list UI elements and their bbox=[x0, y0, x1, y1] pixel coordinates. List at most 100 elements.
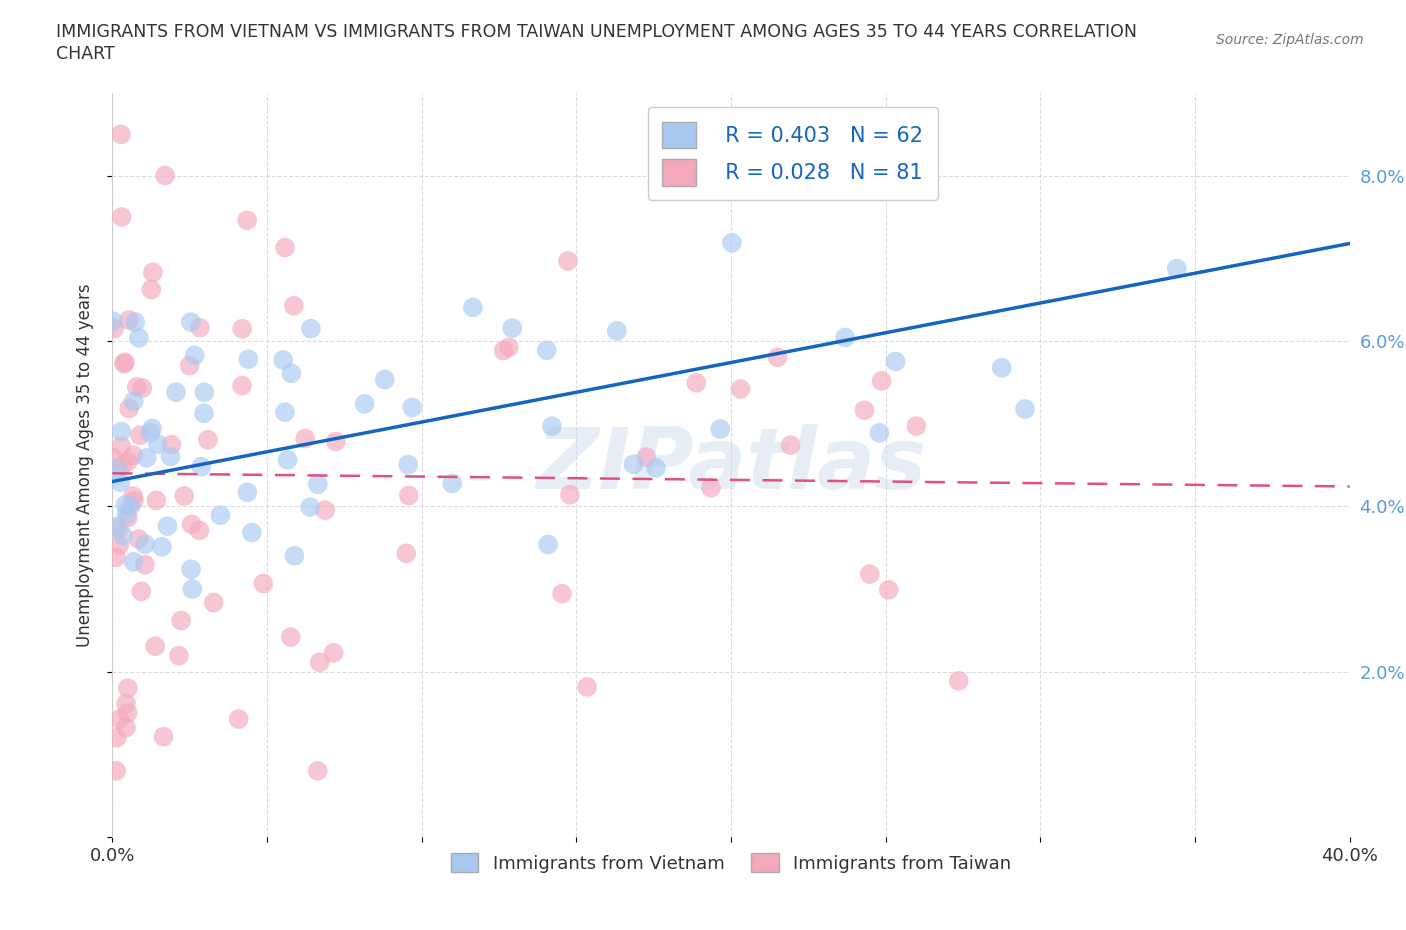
Point bbox=[236, 213, 259, 228]
Point bbox=[853, 403, 876, 418]
Point bbox=[905, 418, 928, 433]
Point bbox=[139, 425, 162, 440]
Point bbox=[283, 549, 305, 564]
Point bbox=[142, 265, 165, 280]
Point bbox=[636, 449, 658, 464]
Point bbox=[146, 437, 169, 452]
Point bbox=[1014, 402, 1036, 417]
Text: ZIPatlas: ZIPatlas bbox=[536, 423, 927, 507]
Point bbox=[252, 576, 274, 591]
Point bbox=[228, 711, 250, 726]
Point bbox=[104, 519, 127, 534]
Point bbox=[374, 372, 396, 387]
Point bbox=[112, 528, 135, 543]
Point bbox=[299, 321, 322, 336]
Point bbox=[141, 421, 163, 436]
Point bbox=[159, 449, 181, 464]
Point bbox=[231, 322, 253, 337]
Point bbox=[145, 493, 167, 508]
Point bbox=[167, 648, 190, 663]
Point bbox=[536, 343, 558, 358]
Point bbox=[280, 630, 302, 644]
Point bbox=[870, 374, 893, 389]
Point bbox=[461, 300, 484, 315]
Point bbox=[104, 550, 127, 565]
Point bbox=[308, 655, 330, 670]
Point bbox=[110, 475, 132, 490]
Point bbox=[238, 352, 260, 366]
Point bbox=[188, 320, 211, 335]
Y-axis label: Unemployment Among Ages 35 to 44 years: Unemployment Among Ages 35 to 44 years bbox=[76, 284, 94, 646]
Point bbox=[179, 358, 201, 373]
Point bbox=[558, 487, 581, 502]
Point bbox=[307, 477, 329, 492]
Point bbox=[501, 321, 523, 336]
Point bbox=[779, 438, 801, 453]
Point bbox=[170, 613, 193, 628]
Point bbox=[122, 554, 145, 569]
Point bbox=[117, 706, 139, 721]
Point bbox=[122, 493, 145, 508]
Point bbox=[111, 209, 134, 224]
Point bbox=[274, 240, 297, 255]
Point bbox=[129, 584, 152, 599]
Point bbox=[112, 356, 135, 371]
Point bbox=[240, 525, 263, 540]
Point bbox=[115, 507, 138, 522]
Point bbox=[492, 343, 515, 358]
Point bbox=[299, 499, 322, 514]
Point bbox=[283, 299, 305, 313]
Point bbox=[576, 680, 599, 695]
Point bbox=[193, 385, 215, 400]
Point bbox=[180, 562, 202, 577]
Point bbox=[173, 488, 195, 503]
Point bbox=[143, 639, 166, 654]
Point bbox=[730, 381, 752, 396]
Point bbox=[277, 453, 299, 468]
Point bbox=[156, 519, 179, 534]
Point bbox=[108, 521, 131, 536]
Point bbox=[834, 330, 856, 345]
Point bbox=[105, 730, 128, 745]
Point bbox=[110, 424, 132, 439]
Point bbox=[105, 764, 128, 778]
Point bbox=[131, 380, 153, 395]
Point bbox=[398, 488, 420, 503]
Point bbox=[160, 437, 183, 452]
Point bbox=[128, 532, 150, 547]
Legend: Immigrants from Vietnam, Immigrants from Taiwan: Immigrants from Vietnam, Immigrants from… bbox=[444, 846, 1018, 880]
Text: Source: ZipAtlas.com: Source: ZipAtlas.com bbox=[1216, 33, 1364, 46]
Point bbox=[991, 360, 1014, 375]
Point bbox=[322, 645, 344, 660]
Point bbox=[135, 450, 157, 465]
Point bbox=[122, 488, 145, 503]
Point bbox=[150, 539, 173, 554]
Point bbox=[1166, 261, 1188, 276]
Point bbox=[236, 485, 259, 499]
Point bbox=[108, 538, 131, 552]
Point bbox=[103, 321, 125, 336]
Point bbox=[114, 498, 136, 512]
Point bbox=[188, 523, 211, 538]
Point bbox=[868, 425, 890, 440]
Point bbox=[498, 339, 520, 354]
Point bbox=[209, 508, 232, 523]
Point bbox=[274, 405, 297, 419]
Point bbox=[181, 581, 204, 596]
Point bbox=[183, 348, 205, 363]
Point bbox=[353, 396, 375, 411]
Point bbox=[294, 432, 316, 446]
Point bbox=[193, 405, 215, 420]
Point bbox=[557, 254, 579, 269]
Point bbox=[115, 696, 138, 711]
Point bbox=[108, 711, 131, 726]
Point bbox=[307, 764, 329, 778]
Point bbox=[644, 460, 666, 475]
Point bbox=[721, 235, 744, 250]
Point bbox=[859, 566, 882, 581]
Point bbox=[180, 314, 202, 329]
Point bbox=[117, 681, 139, 696]
Point bbox=[231, 379, 253, 393]
Point bbox=[124, 314, 146, 329]
Point bbox=[117, 511, 139, 525]
